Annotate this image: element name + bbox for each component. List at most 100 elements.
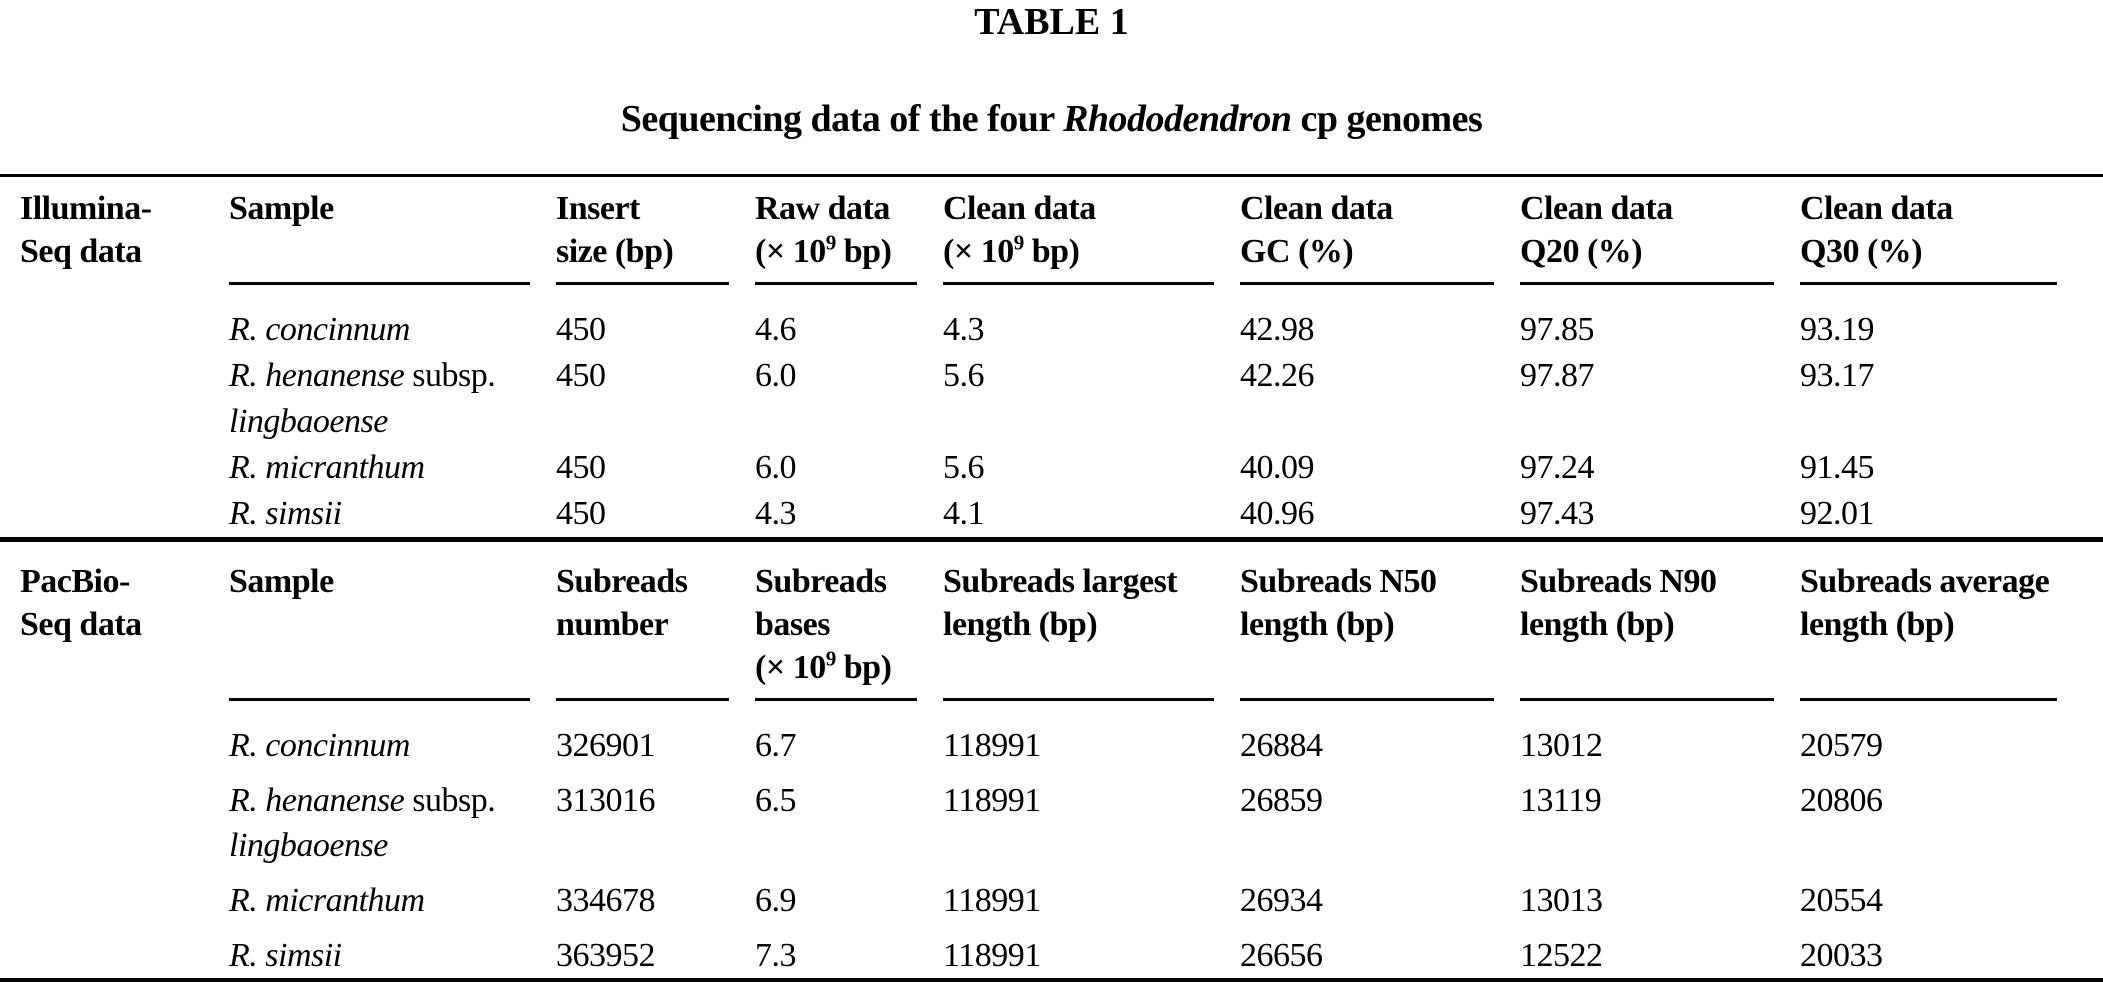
value-cell-insert-size: 450 bbox=[556, 495, 606, 532]
value-cell-insert-size: 450 bbox=[556, 357, 606, 394]
value-cell-insert-size: 450 bbox=[556, 311, 606, 348]
text-segment: bp) bbox=[1023, 233, 1080, 270]
section-group-label-illumina: Illumina- Seq data bbox=[20, 177, 229, 285]
species-name-segment: R. simsii bbox=[229, 495, 342, 532]
text-segment: length (bp) bbox=[1240, 606, 1395, 643]
value-cell-raw-data: 4.6 bbox=[755, 311, 797, 348]
value-cell-clean-data-q20: 97.87 bbox=[1520, 357, 1595, 394]
text-segment: Seq data bbox=[20, 606, 142, 643]
column-header-raw-data: Raw data (× 109 bp) bbox=[755, 177, 917, 285]
species-name-segment: lingbaoense bbox=[229, 827, 388, 864]
illumina-data-rows: R. concinnum 450 4.6 4.3 42.98 97.85 93.19 R. h… bbox=[0, 285, 2103, 537]
value-cell-subreads-n50-length: 26656 bbox=[1240, 937, 1323, 974]
row-group-spacer bbox=[20, 307, 229, 353]
text-segment: number bbox=[556, 606, 669, 643]
value-cell-clean-data-q30: 93.19 bbox=[1800, 311, 1875, 348]
table-number-heading: TABLE 1 bbox=[974, 1, 1129, 43]
value-cell-clean-data: 5.6 bbox=[943, 357, 985, 394]
value-cell-subreads-largest-length: 118991 bbox=[943, 937, 1041, 974]
text-segment: Clean data bbox=[943, 190, 1096, 227]
sample-cell: R. micranthum bbox=[229, 878, 556, 923]
text-segment: Subreads largest bbox=[943, 563, 1178, 600]
value-cell-subreads-number: 334678 bbox=[556, 882, 656, 919]
value-cell-insert-size: 450 bbox=[556, 449, 606, 486]
text-segment: PacBio- bbox=[20, 563, 130, 600]
sample-cell: R. henanense subsp. lingbaoense bbox=[229, 778, 556, 868]
value-cell-subreads-bases: 6.5 bbox=[755, 782, 797, 819]
text-segment: (× 10 bbox=[943, 233, 1014, 270]
text-segment: Insert bbox=[556, 190, 640, 227]
row-group-spacer bbox=[20, 778, 229, 868]
value-cell-clean-data-q20: 97.24 bbox=[1520, 449, 1595, 486]
text-segment: subsp. bbox=[404, 357, 496, 394]
text-segment: Sample bbox=[229, 190, 334, 227]
value-cell-subreads-n90-length: 13012 bbox=[1520, 727, 1603, 764]
value-cell-clean-data-gc: 40.96 bbox=[1240, 495, 1315, 532]
text-segment: length (bp) bbox=[1800, 606, 1955, 643]
column-header-sample: Sample bbox=[229, 542, 530, 701]
table-caption: Sequencing data of the four Rhododendron… bbox=[0, 96, 2103, 142]
sample-cell: R. concinnum bbox=[229, 723, 556, 768]
species-name-segment: R. micranthum bbox=[229, 882, 425, 919]
text-segment: bp) bbox=[835, 233, 892, 270]
text-segment: Subreads N90 bbox=[1520, 563, 1717, 600]
text-segment: Q30 (%) bbox=[1800, 233, 1923, 270]
value-cell-subreads-number: 326901 bbox=[556, 727, 656, 764]
text-segment: bases bbox=[755, 606, 830, 643]
value-cell-subreads-n90-length: 12522 bbox=[1520, 937, 1603, 974]
value-cell-subreads-number: 313016 bbox=[556, 782, 656, 819]
value-cell-subreads-average-length: 20806 bbox=[1800, 782, 1883, 819]
text-segment: Q20 (%) bbox=[1520, 233, 1643, 270]
value-cell-raw-data: 4.3 bbox=[755, 495, 797, 532]
value-cell-clean-data-q30: 93.17 bbox=[1800, 357, 1875, 394]
column-header-sample: Sample bbox=[229, 177, 530, 285]
sample-cell: R. concinnum bbox=[229, 307, 556, 353]
column-header-subreads-n50-length: Subreads N50 length (bp) bbox=[1240, 542, 1494, 701]
sample-cell: R. micranthum bbox=[229, 445, 556, 491]
value-cell-subreads-n50-length: 26884 bbox=[1240, 727, 1323, 764]
value-cell-subreads-n90-length: 13119 bbox=[1520, 782, 1602, 819]
text-segment: Subreads bbox=[755, 563, 887, 600]
row-group-spacer bbox=[20, 933, 229, 978]
column-header-clean-data: Clean data (× 109 bp) bbox=[943, 177, 1214, 285]
value-cell-subreads-largest-length: 118991 bbox=[943, 882, 1041, 919]
value-cell-subreads-average-length: 20579 bbox=[1800, 727, 1883, 764]
column-header-subreads-average-length: Subreads average length (bp) bbox=[1800, 542, 2057, 701]
sample-cell: R. simsii bbox=[229, 491, 556, 537]
text-segment: GC (%) bbox=[1240, 233, 1354, 270]
row-group-spacer bbox=[20, 445, 229, 491]
species-name-segment: lingbaoense bbox=[229, 403, 388, 440]
sample-cell: R. henanense subsp. lingbaoense bbox=[229, 353, 556, 445]
value-cell-subreads-bases: 6.9 bbox=[755, 882, 797, 919]
value-cell-clean-data: 5.6 bbox=[943, 449, 985, 486]
value-cell-subreads-bases: 6.7 bbox=[755, 727, 797, 764]
species-name-segment: R. henanense bbox=[229, 782, 405, 819]
illumina-header-row: Illumina- Seq data Sample Insert size (bp) Ra… bbox=[0, 177, 2103, 285]
superscript-segment: 9 bbox=[1013, 230, 1025, 255]
row-group-spacer bbox=[20, 723, 229, 768]
column-header-insert-size: Insert size (bp) bbox=[556, 177, 729, 285]
text-segment: Illumina- bbox=[20, 190, 152, 227]
text-segment: Clean data bbox=[1800, 190, 1953, 227]
text-segment: Subreads average bbox=[1800, 563, 2050, 600]
value-cell-raw-data: 6.0 bbox=[755, 357, 797, 394]
pacbio-seq-section: PacBio- Seq data Sample Subreads number Subre… bbox=[0, 542, 2103, 978]
column-header-subreads-n90-length: Subreads N90 length (bp) bbox=[1520, 542, 1774, 701]
illumina-seq-section: Illumina- Seq data Sample Insert size (bp) Ra… bbox=[0, 177, 2103, 537]
value-cell-subreads-bases: 7.3 bbox=[755, 937, 797, 974]
text-segment: Sequencing data of the four bbox=[620, 98, 1064, 140]
value-cell-subreads-n50-length: 26934 bbox=[1240, 882, 1323, 919]
pacbio-header-row: PacBio- Seq data Sample Subreads number Subre… bbox=[0, 542, 2103, 701]
row-group-spacer bbox=[20, 491, 229, 537]
superscript-segment: 9 bbox=[825, 230, 837, 255]
pacbio-data-rows: R. concinnum 326901 6.7 118991 26884 13012 205… bbox=[0, 701, 2103, 978]
text-segment: subsp. bbox=[404, 782, 496, 819]
sample-cell: R. simsii bbox=[229, 933, 556, 978]
text-segment: length (bp) bbox=[1520, 606, 1675, 643]
row-group-spacer bbox=[20, 878, 229, 923]
value-cell-subreads-largest-length: 118991 bbox=[943, 782, 1041, 819]
text-segment: Clean data bbox=[1240, 190, 1393, 227]
row-group-spacer bbox=[20, 353, 229, 445]
value-cell-clean-data-q20: 97.43 bbox=[1520, 495, 1595, 532]
